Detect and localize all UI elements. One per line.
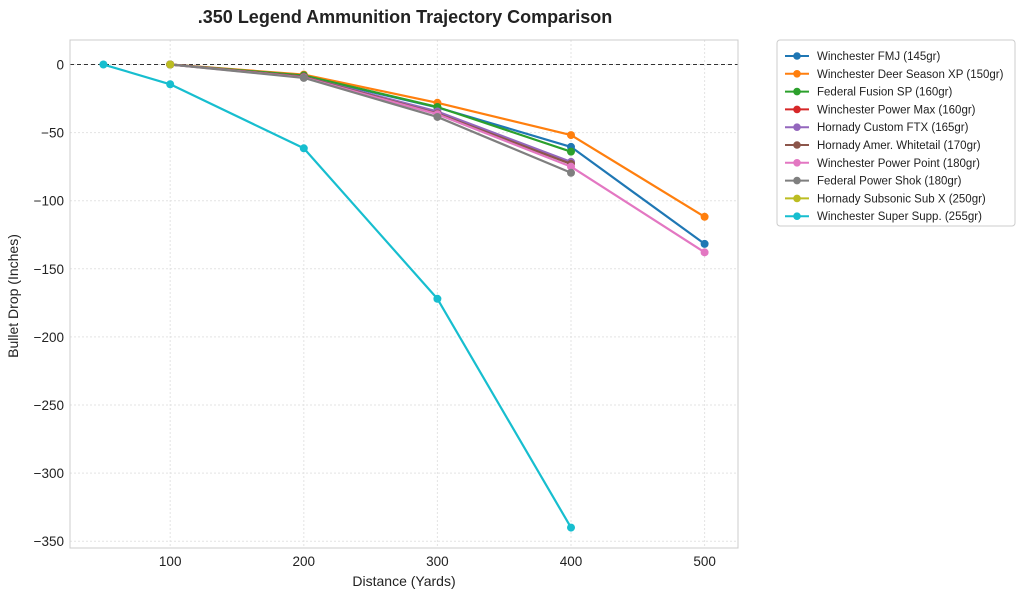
legend-marker [793,70,801,78]
legend: Winchester FMJ (145gr) Winchester Deer Se… [777,40,1015,226]
legend-marker [793,88,801,96]
y-axis-label: Bullet Drop (Inches) [5,234,21,358]
legend-label: Winchester Deer Season XP (150gr) [817,69,1004,81]
legend-label: Hornady Custom FTX (165gr) [817,122,969,134]
legend-label: Hornady Amer. Whitetail (170gr) [817,140,981,152]
y-tick-label: 0 [56,58,64,73]
series-3 [166,61,575,167]
x-tick-label: 200 [293,554,316,569]
data-point [701,240,709,248]
legend-marker [793,123,801,131]
x-tick-label: 500 [693,554,716,569]
y-tick-label: −150 [34,262,64,277]
legend-marker [793,106,801,114]
x-tick-label: 400 [560,554,583,569]
x-tick-label: 100 [159,554,182,569]
legend-label: Federal Power Shok (180gr) [817,176,962,188]
data-point [433,295,441,303]
data-point [701,213,709,221]
series-line [103,65,571,528]
series-5 [166,61,575,168]
legend-marker [793,212,801,220]
y-tick-label: −350 [34,534,64,549]
legend-marker [793,159,801,167]
x-axis-ticks: 100 200 300 400 500 [159,554,716,569]
series-7 [166,61,575,177]
x-tick-label: 300 [426,554,449,569]
chart-title: .350 Legend Ammunition Trajectory Compar… [198,7,612,27]
legend-marker [793,141,801,149]
y-tick-label: −300 [34,466,64,481]
data-point [433,113,441,121]
data-point [567,148,575,156]
legend-label: Hornady Subsonic Sub X (250gr) [817,193,986,205]
data-point [166,80,174,88]
series-layer [99,61,708,532]
y-tick-label: −200 [34,330,64,345]
legend-label: Federal Fusion SP (160gr) [817,87,952,99]
data-point [99,61,107,69]
data-point [166,61,174,69]
data-point [300,144,308,152]
data-point [567,169,575,177]
grid-lines [70,40,738,548]
legend-marker [793,177,801,185]
data-point [701,248,709,256]
legend-label: Winchester FMJ (145gr) [817,51,941,63]
series-line [170,65,571,173]
data-point [567,131,575,139]
data-point [300,74,308,82]
legend-item: Winchester Deer Season XP (150gr) [785,69,1004,81]
legend-label: Winchester Power Point (180gr) [817,158,980,170]
x-axis-label: Distance (Yards) [352,573,455,589]
series-4 [166,61,575,166]
data-point [567,524,575,532]
legend-marker [793,195,801,203]
y-tick-label: −250 [34,398,64,413]
series-8 [166,61,174,69]
series-9 [99,61,575,532]
legend-label: Winchester Power Max (160gr) [817,104,976,116]
legend-marker [793,52,801,60]
y-tick-label: −50 [41,126,64,141]
legend-label: Winchester Super Supp. (255gr) [817,211,982,223]
y-axis-ticks: 0 −50 −100 −150 −200 −250 −300 −350 [34,58,64,550]
y-tick-label: −100 [34,194,64,209]
